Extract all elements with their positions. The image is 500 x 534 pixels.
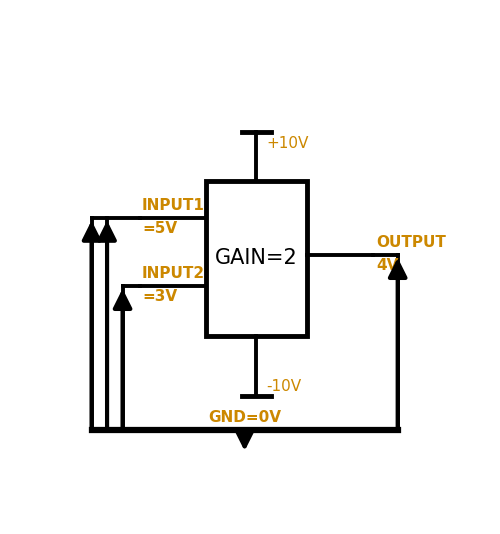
- Text: =5V: =5V: [142, 221, 177, 236]
- Text: INPUT1: INPUT1: [142, 198, 205, 213]
- Text: +10V: +10V: [266, 136, 308, 151]
- Text: INPUT2: INPUT2: [142, 266, 205, 281]
- Text: OUTPUT: OUTPUT: [376, 235, 446, 250]
- Text: -10V: -10V: [266, 379, 301, 394]
- Text: =3V: =3V: [142, 289, 177, 304]
- Text: GAIN=2: GAIN=2: [215, 248, 298, 268]
- Text: GND=0V: GND=0V: [208, 410, 281, 425]
- Text: 4V: 4V: [376, 258, 399, 273]
- Bar: [206, 180, 306, 335]
